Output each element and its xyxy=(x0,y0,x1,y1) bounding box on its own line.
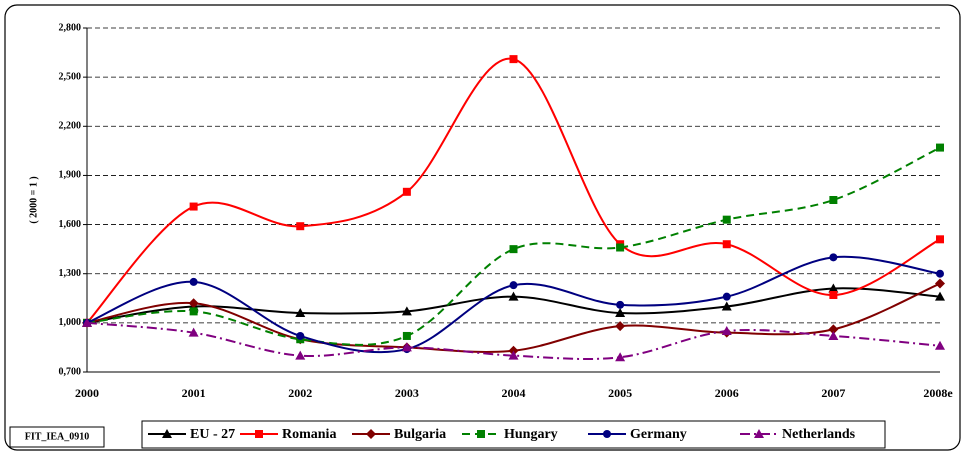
x-tick-label: 2005 xyxy=(608,386,632,400)
legend-label: Hungary xyxy=(504,427,558,442)
marker xyxy=(188,327,199,337)
marker xyxy=(722,240,731,249)
y-tick-label: 2,500 xyxy=(59,71,82,82)
marker xyxy=(189,307,198,316)
series-line xyxy=(86,321,941,360)
marker xyxy=(509,281,518,290)
marker xyxy=(936,269,944,278)
x-tick-label: 2003 xyxy=(395,386,419,400)
marker xyxy=(935,278,945,289)
y-tick-label: 0,700 xyxy=(59,366,82,377)
legend-label: Germany xyxy=(630,427,687,442)
marker xyxy=(508,291,519,301)
marker xyxy=(615,321,626,332)
x-tick-label: 2008e xyxy=(923,386,953,400)
marker xyxy=(188,298,199,309)
x-tick-label: 2004 xyxy=(502,386,526,400)
marker xyxy=(935,291,945,301)
y-axis-label: ( 2000 = 1 ) xyxy=(28,176,39,223)
legend-marker xyxy=(255,430,263,438)
marker xyxy=(828,330,839,340)
marker xyxy=(936,143,944,152)
marker xyxy=(402,331,411,340)
footnote-box xyxy=(9,426,105,448)
marker xyxy=(721,326,732,336)
marker xyxy=(508,350,519,360)
y-tick-label: 1,000 xyxy=(59,317,82,328)
marker xyxy=(401,306,412,316)
marker xyxy=(829,253,838,262)
marker xyxy=(615,308,626,318)
legend-label: EU - 27 xyxy=(190,427,235,442)
y-tick-label: 1,300 xyxy=(59,268,82,279)
marker xyxy=(615,352,626,362)
x-tick-label: 2001 xyxy=(182,386,206,400)
marker xyxy=(296,222,305,231)
legend-label: Bulgaria xyxy=(394,427,446,442)
legend-marker xyxy=(477,430,485,438)
series-line xyxy=(86,146,941,346)
marker xyxy=(82,317,92,327)
marker xyxy=(829,196,838,204)
marker xyxy=(936,235,944,244)
x-tick-label: 2007 xyxy=(821,386,845,400)
legend-marker xyxy=(366,429,376,439)
marker xyxy=(189,277,198,286)
marker xyxy=(616,300,625,309)
marker xyxy=(401,342,412,352)
marker xyxy=(722,292,731,301)
legend-label: Netherlands xyxy=(782,427,856,442)
y-tick-label: 2,200 xyxy=(59,121,82,132)
marker xyxy=(616,243,625,252)
marker xyxy=(402,187,411,196)
marker xyxy=(509,245,518,254)
footnote: FIT_IEA_0910 xyxy=(25,431,89,442)
marker xyxy=(509,55,518,64)
legend-label: Romania xyxy=(282,427,336,442)
x-tick-label: 2000 xyxy=(75,386,99,400)
marker xyxy=(722,215,731,224)
legend-marker xyxy=(754,429,764,438)
x-tick-label: 2006 xyxy=(715,386,739,400)
marker xyxy=(721,301,732,311)
y-tick-label: 1,600 xyxy=(59,219,82,230)
marker xyxy=(295,350,306,360)
marker xyxy=(935,340,945,350)
marker xyxy=(189,202,198,211)
x-tick-label: 2002 xyxy=(288,386,312,400)
marker xyxy=(295,308,306,318)
marker xyxy=(828,283,839,293)
marker xyxy=(828,324,839,335)
plot-area xyxy=(87,28,940,372)
marker xyxy=(296,331,305,340)
y-tick-label: 1,900 xyxy=(59,170,82,181)
y-tick-label: 2,800 xyxy=(59,22,82,33)
legend-marker xyxy=(603,430,611,438)
legend-marker xyxy=(162,429,172,438)
marker xyxy=(829,291,838,300)
